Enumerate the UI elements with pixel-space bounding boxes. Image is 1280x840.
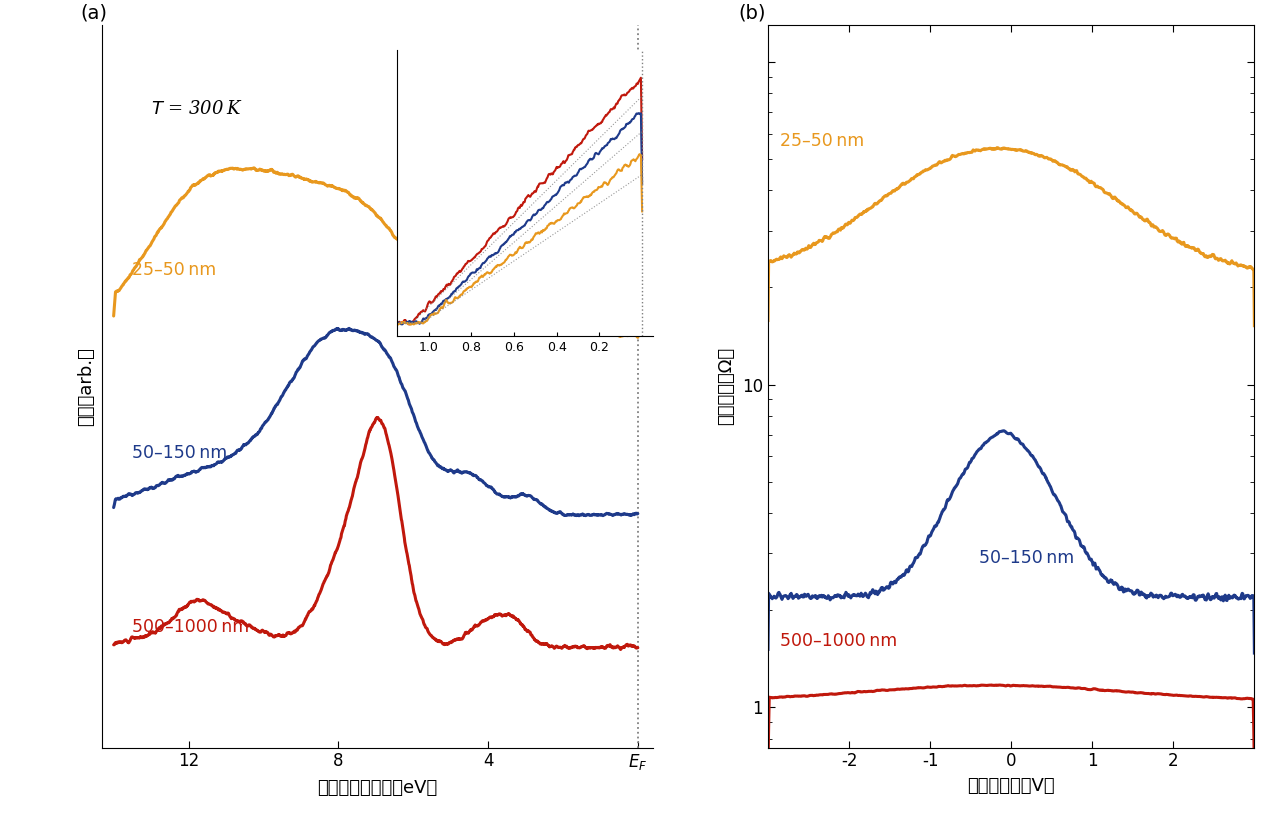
Text: (b): (b) <box>739 3 767 23</box>
Text: 500–1000 nm: 500–1000 nm <box>781 632 897 650</box>
Text: 500–1000 nm: 500–1000 nm <box>132 617 250 636</box>
Text: 25–50 nm: 25–50 nm <box>132 261 216 279</box>
X-axis label: 結合エネルギー（eV）: 結合エネルギー（eV） <box>317 780 438 797</box>
Text: 50–150 nm: 50–150 nm <box>132 444 228 462</box>
Text: (a): (a) <box>81 3 108 23</box>
Text: $\mathit{T}$ = 300 K: $\mathit{T}$ = 300 K <box>151 101 243 118</box>
X-axis label: ゲート電圧（V）: ゲート電圧（V） <box>968 777 1055 795</box>
Text: 50–150 nm: 50–150 nm <box>979 549 1074 567</box>
Y-axis label: 電気抗抗（Ω）: 電気抗抗（Ω） <box>717 347 735 426</box>
Text: 25–50 nm: 25–50 nm <box>781 132 864 150</box>
Y-axis label: 強度（arb.）: 強度（arb.） <box>78 347 96 426</box>
